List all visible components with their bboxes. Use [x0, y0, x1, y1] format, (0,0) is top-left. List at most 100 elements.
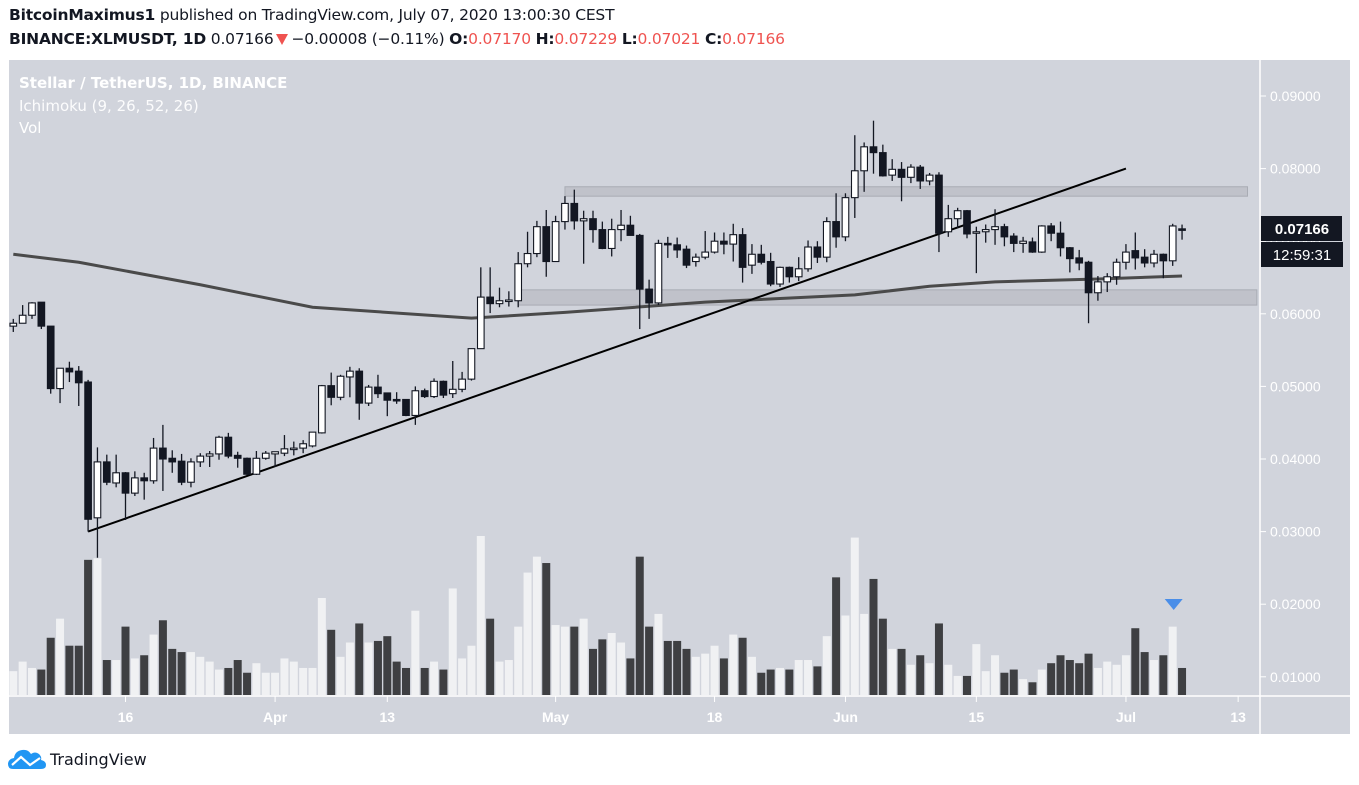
- candle: [1140, 249, 1149, 268]
- volume-bar: [504, 660, 513, 695]
- candle: [607, 218, 616, 257]
- volume-bar: [130, 658, 139, 695]
- candle: [486, 267, 495, 314]
- tradingview-logo[interactable]: TradingView: [8, 748, 147, 770]
- x-tick-label: Jul: [1116, 709, 1136, 725]
- volume-bar: [860, 613, 869, 695]
- volume-bar: [112, 660, 121, 695]
- volume-bar: [28, 667, 36, 695]
- volume-bar: [56, 618, 65, 695]
- candle-body: [1112, 261, 1121, 278]
- candle-body: [28, 302, 36, 316]
- candle-body: [374, 386, 382, 395]
- volume-bar: [448, 588, 457, 695]
- open-value: 0.07170: [468, 30, 531, 48]
- volume-bar: [65, 645, 74, 695]
- candle-body: [579, 218, 588, 222]
- candle: [589, 210, 597, 243]
- bar-countdown-label: 12:59:31: [1273, 247, 1331, 264]
- candle-body: [551, 221, 560, 263]
- volume-bar: [1056, 655, 1065, 695]
- candle-body: [617, 224, 625, 231]
- candle: [1178, 224, 1186, 240]
- candle: [121, 472, 130, 520]
- candle: [420, 388, 429, 399]
- candle-body: [177, 460, 186, 483]
- candle: [140, 472, 149, 500]
- candle: [1168, 223, 1177, 266]
- volume-bar: [635, 556, 644, 695]
- volume-bar: [186, 652, 195, 695]
- volume-bar: [598, 639, 607, 695]
- candle: [448, 360, 457, 399]
- candle-body: [972, 231, 981, 234]
- volume-legend[interactable]: Vol: [19, 119, 42, 137]
- candle: [187, 458, 195, 488]
- volume-bar: [1168, 626, 1177, 695]
- candle: [963, 209, 971, 239]
- volume-bar: [766, 669, 775, 695]
- candle-body: [159, 447, 167, 460]
- volume-bar: [1000, 672, 1009, 695]
- chart-background: [9, 60, 1350, 734]
- close-value: 0.07166: [722, 30, 785, 48]
- candle: [383, 392, 392, 417]
- candle: [682, 245, 691, 269]
- candle: [925, 172, 934, 186]
- candle: [860, 142, 868, 192]
- volume-bar: [542, 563, 551, 695]
- volume-bar: [411, 610, 420, 695]
- candle: [916, 164, 925, 189]
- candle: [794, 257, 803, 282]
- candle: [336, 374, 345, 401]
- volume-bar: [617, 642, 626, 695]
- candle: [504, 291, 513, 307]
- candle-body: [897, 168, 906, 178]
- candle-body: [299, 443, 308, 449]
- y-tick-label: 0.08000: [1270, 161, 1321, 177]
- volume-bar: [439, 669, 448, 695]
- candle: [215, 435, 223, 460]
- candle: [981, 224, 990, 243]
- volume-bar: [1112, 664, 1121, 695]
- candle: [392, 392, 401, 404]
- author-name[interactable]: BitcoinMaximus1: [9, 6, 156, 24]
- volume-bar: [1121, 655, 1130, 695]
- volume-bar: [589, 648, 597, 695]
- candle-body: [944, 218, 953, 233]
- y-tick-label: 0.03000: [1270, 524, 1321, 540]
- candle: [729, 223, 738, 262]
- candle: [112, 454, 120, 488]
- candle: [701, 231, 710, 260]
- candle: [1028, 237, 1037, 253]
- ichimoku-legend[interactable]: Ichimoku (9, 26, 52, 26): [19, 97, 199, 115]
- volume-bar: [476, 536, 485, 695]
- candle: [467, 348, 476, 381]
- candle-body: [589, 218, 597, 231]
- candle-body: [37, 301, 46, 327]
- candle-body: [832, 221, 840, 238]
- volume-bar: [673, 640, 682, 695]
- candle-body: [953, 210, 962, 220]
- candle-body: [813, 246, 822, 258]
- candle-body: [878, 152, 887, 177]
- volume-bar: [869, 578, 878, 695]
- candle-body: [196, 455, 205, 463]
- candle-body: [458, 378, 466, 390]
- candle-body: [1066, 247, 1074, 260]
- chart-title[interactable]: Stellar / TetherUS, 1D, BINANCE: [19, 74, 288, 92]
- volume-bar: [402, 667, 410, 695]
- candle-body: [233, 454, 242, 459]
- candle-body: [598, 229, 607, 250]
- candle: [542, 209, 551, 277]
- volume-bar: [841, 615, 850, 695]
- candle-body: [991, 226, 999, 231]
- trendline[interactable]: [87, 167, 1127, 533]
- candle-body: [607, 229, 616, 250]
- volume-bar: [1178, 667, 1187, 695]
- candle: [907, 164, 915, 184]
- candle-body: [308, 431, 317, 447]
- x-tick-label: Jun: [833, 709, 858, 725]
- candle: [149, 437, 158, 484]
